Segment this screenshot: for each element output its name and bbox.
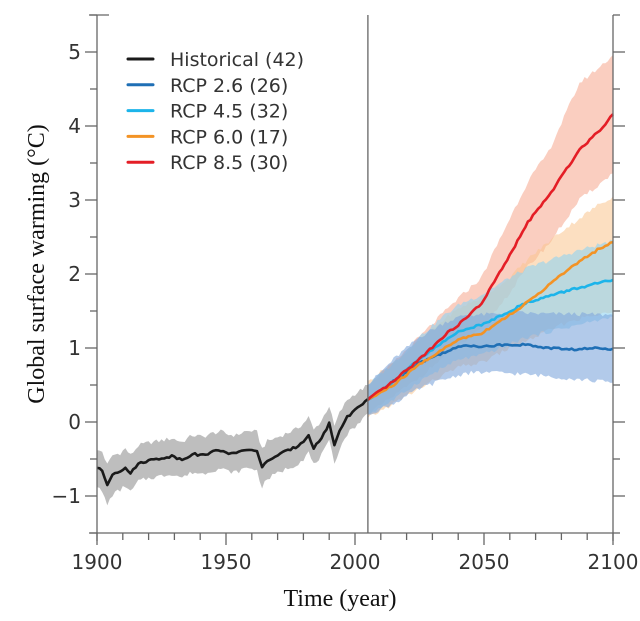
y-tick-label: −1 [52, 484, 81, 508]
legend: Historical (42) RCP 2.6 (26) RCP 4.5 (32) R… [126, 49, 304, 174]
legend-item: RCP 6.0 (17) [126, 126, 288, 148]
x-axis-title: Time (year) [283, 586, 396, 612]
y-tick-label: 2 [68, 262, 81, 286]
x-tick-label: 1900 [72, 550, 123, 574]
ticks [85, 14, 625, 545]
y-axis-title: Global surface warming (°C) [24, 124, 50, 404]
x-tick-label: 2100 [588, 550, 639, 574]
line-rcp-6-0 [367, 240, 614, 401]
band-historical [97, 385, 368, 506]
band-rcp-2-6 [367, 310, 613, 415]
y-tick-label: 3 [68, 188, 81, 212]
y-tick-label: 1 [68, 336, 81, 360]
legend-label: RCP 6.0 (17) [170, 126, 288, 148]
y-tick-label: 0 [68, 410, 81, 434]
legend-label: RCP 8.5 (30) [170, 152, 288, 174]
y-tick-label: 4 [68, 114, 81, 138]
legend-label: RCP 4.5 (32) [170, 101, 288, 123]
x-tick-label: 2050 [459, 550, 510, 574]
line-rcp-8-5 [366, 113, 614, 401]
x-tick-label: 2000 [330, 550, 381, 574]
line-historical [96, 398, 369, 487]
legend-item: Historical (42) [126, 49, 304, 71]
legend-item: RCP 2.6 (26) [126, 75, 288, 97]
tick-labels: 1900 1950 2000 2050 2100 −1 0 1 2 3 4 5 [52, 40, 639, 574]
legend-label: Historical (42) [170, 49, 304, 71]
series-lines [96, 113, 614, 487]
legend-item: RCP 4.5 (32) [126, 101, 288, 123]
legend-label: RCP 2.6 (26) [170, 75, 288, 97]
legend-item: RCP 8.5 (30) [126, 152, 288, 174]
y-tick-label: 5 [68, 40, 81, 64]
x-tick-label: 1950 [201, 550, 252, 574]
